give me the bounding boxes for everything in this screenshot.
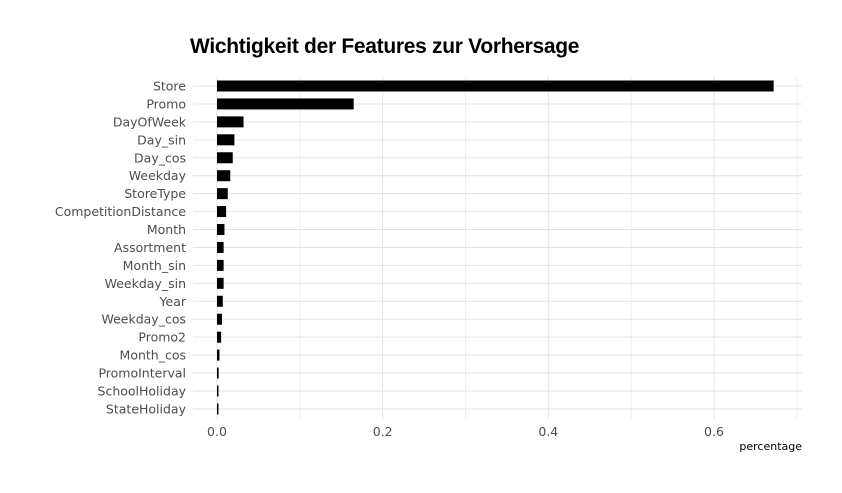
y-tick-label: Day_sin: [137, 132, 186, 147]
y-tick-label: Day_cos: [134, 150, 186, 165]
bar-weekday-cos: [217, 313, 222, 325]
y-tick-label: Promo: [146, 96, 186, 111]
chart-title: Wichtigkeit der Features zur Vorhersage: [190, 35, 580, 58]
y-tick-label: Weekday_cos: [101, 312, 186, 327]
bar-dayofweek: [217, 116, 244, 128]
bar-stateholiday: [217, 403, 219, 415]
y-tick-label: StoreType: [124, 186, 186, 201]
y-tick-label: StateHoliday: [106, 401, 187, 416]
bar-storetype: [217, 188, 228, 200]
bar-year: [217, 295, 223, 307]
bar-day-cos: [217, 152, 233, 164]
bar-month-sin: [217, 259, 224, 271]
bar-assortment: [217, 241, 224, 253]
x-tick-label: 0.2: [373, 424, 393, 439]
y-tick-label: Promo2: [138, 330, 186, 345]
y-tick-labels: Store Promo DayOfWeek Day_sin Day_cos Weekday…: [55, 79, 187, 417]
y-tick-label: Weekday_sin: [105, 276, 186, 291]
bar-promo: [217, 98, 354, 110]
bar-promo2: [217, 331, 222, 343]
x-axis-title: percentage: [739, 440, 802, 453]
x-tick-label: 0.6: [704, 424, 724, 439]
bar-day-sin: [217, 134, 235, 146]
bar-month: [217, 224, 225, 236]
bar-month-cos: [217, 349, 220, 361]
bar-weekday: [217, 170, 231, 182]
bar-weekday-sin: [217, 277, 224, 289]
y-tick-label: Store: [153, 79, 186, 94]
bar-promointerval: [217, 367, 219, 379]
y-tick-label: DayOfWeek: [113, 114, 187, 129]
y-tick-label: CompetitionDistance: [55, 204, 186, 219]
bar-schoolholiday: [217, 385, 219, 397]
bar-store: [217, 80, 774, 92]
grid: [193, 76, 802, 419]
y-tick-label: Month_sin: [123, 258, 186, 273]
y-tick-label: PromoInterval: [98, 366, 186, 381]
y-tick-label: Month: [147, 222, 186, 237]
y-tick-label: Weekday: [129, 168, 187, 183]
y-tick-label: Assortment: [114, 240, 186, 255]
x-tick-label: 0.0: [207, 424, 227, 439]
x-tick-labels: 0.0 0.2 0.4 0.6: [207, 424, 724, 439]
y-tick-label: SchoolHoliday: [98, 383, 187, 398]
y-tick-label: Year: [159, 294, 187, 309]
bar-competitiondistance: [217, 206, 227, 218]
x-tick-label: 0.4: [538, 424, 558, 439]
y-tick-label: Month_cos: [120, 348, 186, 363]
bars: [217, 80, 774, 415]
